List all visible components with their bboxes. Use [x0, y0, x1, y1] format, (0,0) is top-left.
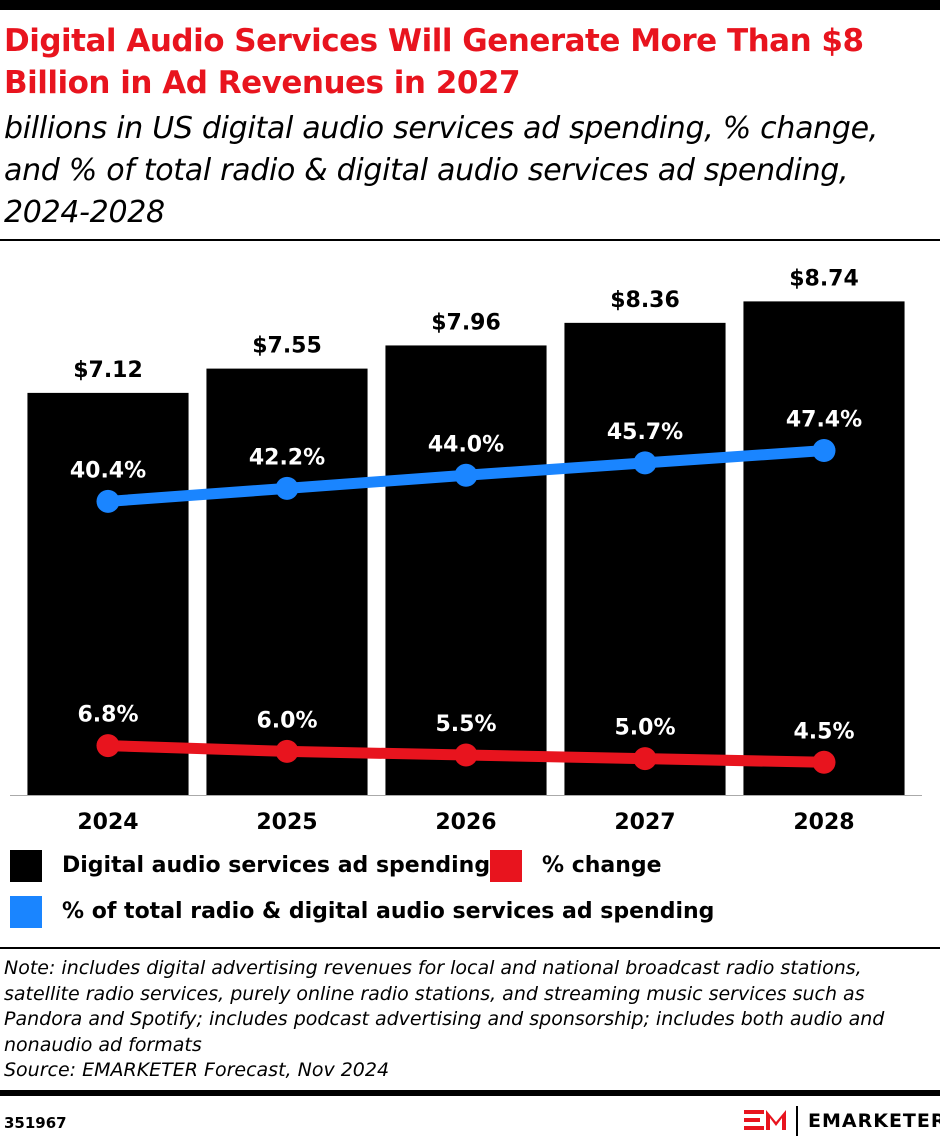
- top-bar: [0, 0, 940, 10]
- x-tick-label: 2024: [77, 810, 138, 835]
- bar: [564, 322, 726, 795]
- chart-subtitle: billions in US digital audio services ad…: [4, 111, 879, 230]
- legend-label: % change: [542, 853, 662, 878]
- brand: EMARKETER: [808, 1110, 940, 1132]
- bar: [385, 345, 547, 795]
- line-point: [812, 439, 836, 463]
- legend-swatch: [10, 896, 42, 928]
- line-point: [275, 476, 299, 500]
- line-point: [812, 750, 836, 774]
- legend-swatch: [490, 850, 522, 882]
- line-point: [633, 747, 657, 771]
- divider: [0, 239, 940, 241]
- line-value-label: 45.7%: [607, 420, 683, 445]
- bar-value-label: $8.74: [789, 266, 859, 291]
- logo-mark: [744, 1110, 786, 1130]
- line-value-label: 44.0%: [428, 432, 504, 457]
- legend-label: % of total radio & digital audio service…: [62, 899, 714, 924]
- note-text: Note: includes digital advertising reven…: [4, 957, 885, 1056]
- divider: [0, 1090, 940, 1096]
- line-value-label: 5.0%: [614, 716, 675, 741]
- x-tick-label: 2027: [614, 810, 675, 835]
- line-value-label: 47.4%: [786, 408, 862, 433]
- note: Note: includes digital advertising reven…: [4, 956, 904, 1084]
- line-point: [454, 743, 478, 767]
- line-point: [96, 734, 120, 758]
- line-value-label: 40.4%: [70, 458, 146, 483]
- bar-value-label: $7.96: [431, 310, 501, 335]
- chart: 2024 2025 2026 2027 2028 $7.12 $7.55 $7.96 $8.36…: [10, 266, 922, 928]
- bar-value-label: $8.36: [610, 288, 680, 313]
- x-tick-label: 2028: [793, 810, 854, 835]
- bar: [743, 301, 905, 795]
- legend-swatch: [10, 850, 42, 882]
- logo-divider: [796, 1106, 798, 1136]
- bar-value-label: $7.12: [73, 358, 143, 383]
- line-value-label: 4.5%: [793, 719, 854, 744]
- chart-id: 351967: [4, 1114, 67, 1132]
- line-value-label: 6.8%: [77, 703, 138, 728]
- line-point: [633, 451, 657, 475]
- legend-label: Digital audio services ad spending: [62, 853, 490, 878]
- bar: [206, 368, 368, 795]
- line-point: [275, 739, 299, 763]
- line-point: [96, 489, 120, 513]
- bar-value-label: $7.55: [252, 334, 322, 359]
- line-point: [454, 463, 478, 487]
- line-value-label: 42.2%: [249, 445, 325, 470]
- x-tick-label: 2025: [256, 810, 317, 835]
- divider: [0, 947, 940, 949]
- x-tick-label: 2026: [435, 810, 496, 835]
- chart-title: Digital Audio Services Will Generate Mor…: [4, 23, 864, 101]
- source-text: Source: EMARKETER Forecast, Nov 2024: [4, 1059, 390, 1081]
- line-value-label: 5.5%: [435, 712, 496, 737]
- bar: [27, 392, 189, 795]
- line-value-label: 6.0%: [256, 708, 317, 733]
